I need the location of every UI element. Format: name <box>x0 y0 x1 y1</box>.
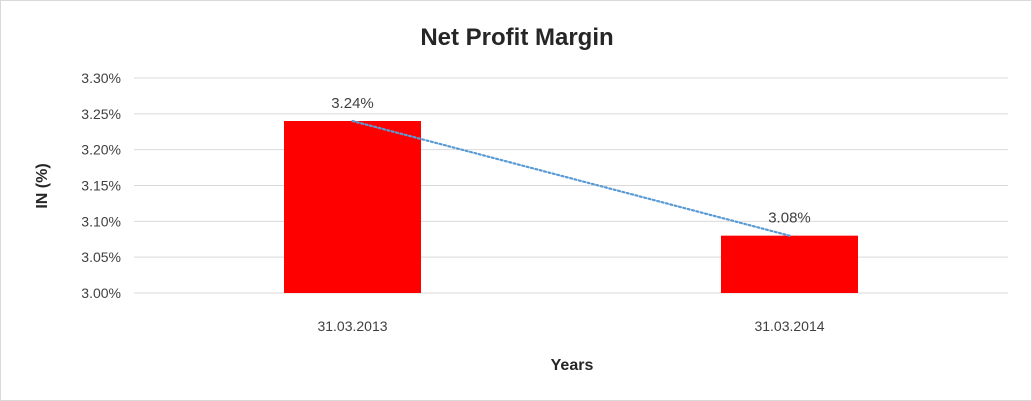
y-tick-label: 3.30% <box>81 70 121 86</box>
x-tick-labels: 31.03.2013 31.03.2014 <box>317 318 824 334</box>
data-label: 3.08% <box>768 210 811 227</box>
data-label: 3.24% <box>331 95 374 112</box>
trendline-group <box>351 119 791 237</box>
data-labels: 3.24% 3.08% <box>331 95 811 227</box>
x-tick-label: 31.03.2014 <box>754 318 824 334</box>
gridlines <box>134 77 1008 294</box>
x-axis-title: Years <box>551 357 594 374</box>
y-tick-label: 3.10% <box>81 213 121 229</box>
y-tick-label: 3.25% <box>81 106 121 122</box>
y-tick-label: 3.05% <box>81 249 121 265</box>
y-tick-labels: 3.00% 3.05% 3.10% 3.15% 3.20% 3.25% 3.30% <box>81 70 121 301</box>
bar-31.03.2014 <box>721 235 858 293</box>
bar-31.03.2013 <box>284 121 421 293</box>
y-tick-label: 3.15% <box>81 178 121 194</box>
trendline <box>351 119 791 237</box>
x-tick-label: 31.03.2013 <box>317 318 387 334</box>
y-tick-label: 3.00% <box>81 285 121 301</box>
y-axis-title: IN (%) <box>34 163 51 208</box>
bars <box>284 121 858 293</box>
chart-title: Net Profit Margin <box>420 24 613 51</box>
y-tick-label: 3.20% <box>81 142 121 158</box>
